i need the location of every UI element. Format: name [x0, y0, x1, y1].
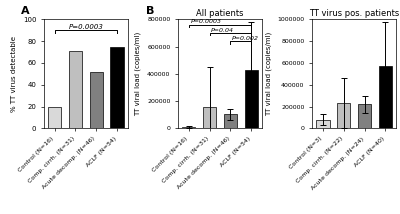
- Bar: [244, 70, 258, 128]
- Bar: [358, 104, 371, 128]
- Title: TT virus pos. patients: TT virus pos. patients: [309, 9, 399, 18]
- Bar: [203, 107, 216, 128]
- Bar: [182, 127, 196, 128]
- Bar: [69, 51, 82, 128]
- Bar: [110, 47, 124, 128]
- Text: P=0.0003: P=0.0003: [68, 24, 103, 30]
- Bar: [224, 114, 237, 128]
- Text: P=0.04: P=0.04: [211, 28, 234, 33]
- Bar: [337, 103, 350, 128]
- Bar: [316, 120, 330, 128]
- Y-axis label: % TT virus detectable: % TT virus detectable: [11, 36, 17, 112]
- Text: P=0.002: P=0.002: [232, 36, 259, 41]
- Bar: [48, 107, 61, 128]
- Title: All patients: All patients: [196, 9, 244, 18]
- Text: B: B: [146, 6, 155, 16]
- Bar: [90, 72, 103, 128]
- Bar: [379, 66, 392, 128]
- Y-axis label: TT viral load (copies/ml): TT viral load (copies/ml): [265, 32, 272, 116]
- Y-axis label: TT viral load (copies/ml): TT viral load (copies/ml): [135, 32, 142, 116]
- Text: P=0.0003: P=0.0003: [190, 19, 221, 24]
- Text: A: A: [20, 6, 29, 16]
